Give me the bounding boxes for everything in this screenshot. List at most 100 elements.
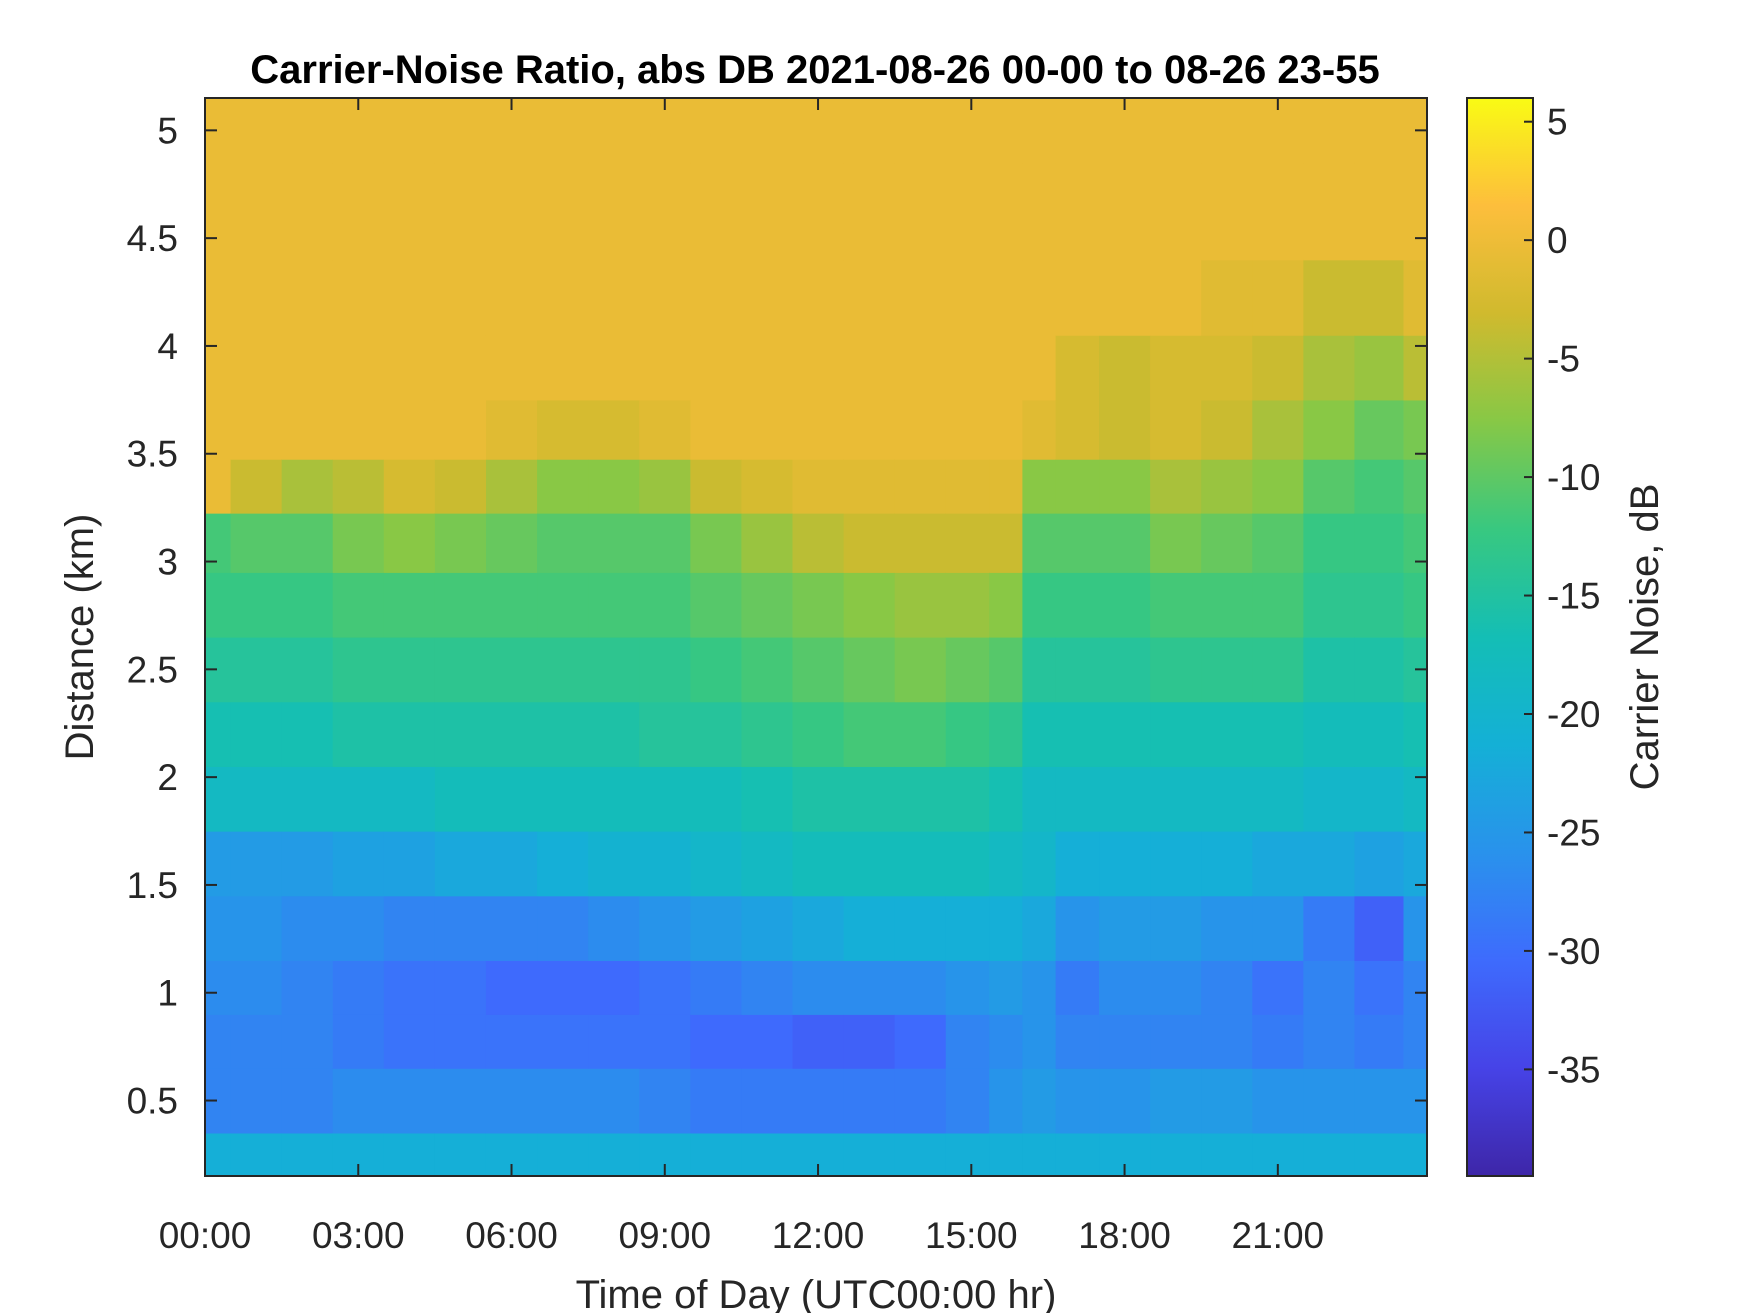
heatmap-cell: [332, 513, 385, 573]
heatmap-cell: [639, 831, 691, 897]
heatmap-cell: [1055, 98, 1100, 164]
heatmap-cell: [741, 960, 794, 1015]
heatmap-cell: [1055, 637, 1100, 703]
heatmap-cell: [639, 1068, 691, 1134]
heatmap-cell: [205, 960, 232, 1015]
heatmap-cell: [792, 259, 845, 336]
colorbar-tick-label: -10: [1547, 457, 1600, 498]
heatmap-cell: [690, 960, 743, 1015]
heatmap-cell: [894, 259, 947, 336]
heatmap-cell: [945, 1014, 990, 1069]
heatmap-cell: [792, 895, 845, 961]
heatmap-cell: [843, 701, 896, 767]
heatmap-cell: [741, 399, 794, 460]
heatmap-cell: [690, 162, 743, 261]
heatmap-cell: [690, 895, 743, 961]
heatmap-cell: [741, 766, 794, 832]
x-tick-label: 21:00: [1232, 1215, 1325, 1256]
heatmap-cell: [1022, 1014, 1057, 1069]
heatmap-cell: [989, 895, 1023, 961]
heatmap-cell: [1303, 1068, 1356, 1134]
heatmap-cell: [1022, 399, 1057, 460]
heatmap-cell: [1354, 637, 1405, 703]
x-tick-label: 09:00: [618, 1215, 711, 1256]
heatmap-cell: [434, 98, 487, 164]
heatmap-cell: [1303, 637, 1356, 703]
heatmap-cell: [332, 766, 385, 832]
heatmap-cell: [485, 459, 538, 514]
heatmap-cell: [537, 162, 589, 261]
heatmap-cell: [792, 960, 845, 1015]
heatmap-cell: [1201, 259, 1253, 336]
heatmap-cell: [1099, 831, 1151, 897]
x-tick-label: 03:00: [312, 1215, 405, 1256]
heatmap-cell: [588, 960, 640, 1015]
heatmap-cell: [383, 98, 436, 164]
heatmap-cell: [1022, 572, 1057, 638]
heatmap-cell: [1354, 831, 1405, 897]
heatmap-cell: [1099, 335, 1151, 401]
heatmap-cell: [332, 572, 385, 638]
x-tick-label: 06:00: [465, 1215, 558, 1256]
heatmap-cell: [281, 162, 334, 261]
heatmap-cell: [741, 98, 794, 164]
heatmap-cell: [1354, 572, 1405, 638]
heatmap-cell: [690, 335, 743, 401]
heatmap-cell: [281, 831, 334, 897]
colorbar-tick-label: -30: [1547, 931, 1600, 972]
heatmap-cell: [1201, 459, 1253, 514]
x-axis: 00:00 03:00 06:00 09:00 12:00 15:00 18:00 21:00: [159, 98, 1324, 1256]
heatmap-cell: [434, 259, 487, 336]
heatmap-cell: [989, 1132, 1023, 1177]
heatmap-cell: [1252, 1014, 1304, 1069]
heatmap-cell: [1150, 895, 1202, 961]
heatmap-cell: [945, 1068, 990, 1134]
heatmap-cell: [894, 766, 947, 832]
heatmap-cell: [588, 1068, 640, 1134]
y-tick-label: 2: [157, 757, 178, 798]
heatmap-cell: [843, 895, 896, 961]
y-axis: 0.5 1 1.5 2 2.5 3 3.5 4 4.5 5: [127, 110, 1427, 1122]
heatmap-cell: [537, 513, 589, 573]
heatmap-cell: [230, 637, 283, 703]
heatmap-cell: [588, 335, 640, 401]
heatmap-cell: [537, 637, 589, 703]
heatmap-cell: [281, 1132, 334, 1177]
heatmap-cell: [434, 335, 487, 401]
heatmap-cell: [989, 1068, 1023, 1134]
heatmap-cell: [537, 1014, 589, 1069]
heatmap-cell: [989, 766, 1023, 832]
heatmap-cell: [741, 572, 794, 638]
heatmap-cell: [1201, 162, 1253, 261]
heatmap-cell: [434, 637, 487, 703]
heatmap-cell: [690, 1132, 743, 1177]
heatmap-cell: [1150, 459, 1202, 514]
heatmap-cell: [1303, 259, 1356, 336]
heatmap-cell: [383, 831, 436, 897]
heatmap-cell: [639, 162, 691, 261]
heatmap-cell: [945, 637, 990, 703]
heatmap-cell: [945, 399, 990, 460]
heatmap-cell: [741, 637, 794, 703]
heatmap-cell: [690, 98, 743, 164]
heatmap-cell: [639, 572, 691, 638]
heatmap-cell: [894, 637, 947, 703]
heatmap-cell: [989, 960, 1023, 1015]
y-tick-label: 1.5: [127, 865, 178, 906]
heatmap-cell: [843, 960, 896, 1015]
heatmap-cell: [281, 399, 334, 460]
heatmap-cell: [792, 335, 845, 401]
heatmap-cell: [230, 1132, 283, 1177]
heatmap-cell: [1252, 399, 1304, 460]
heatmap-cell: [1403, 701, 1428, 767]
heatmap-cell: [230, 1068, 283, 1134]
heatmap-cell: [843, 1132, 896, 1177]
heatmap-cell: [332, 831, 385, 897]
heatmap-cell: [1150, 1014, 1202, 1069]
heatmap-cell: [1055, 895, 1100, 961]
heatmap-cell: [894, 513, 947, 573]
heatmap-cell: [1055, 766, 1100, 832]
heatmap-cell: [1099, 399, 1151, 460]
heatmap-cell: [1099, 1014, 1151, 1069]
